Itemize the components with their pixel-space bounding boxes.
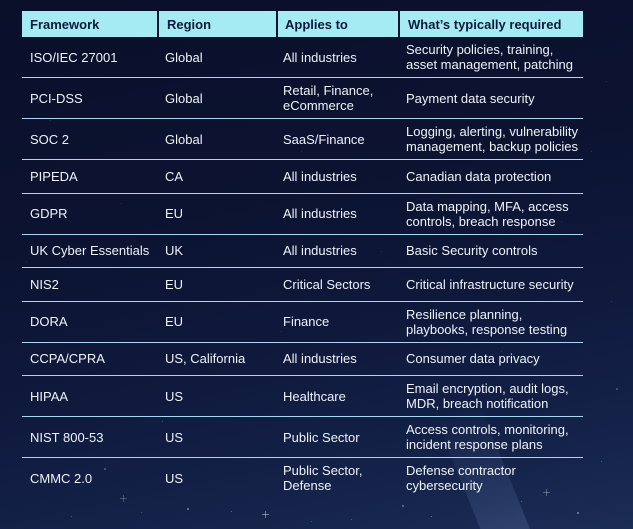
applies-to-cell: All industries: [283, 243, 357, 259]
compliance-frameworks-table: Framework Region Applies to What’s typic…: [22, 11, 583, 498]
table-row: NIST 800-53 US Public Sector Access cont…: [22, 417, 583, 458]
region-cell: US, California: [165, 351, 246, 367]
table-row: PIPEDA CA All industries Canadian data p…: [22, 160, 583, 194]
framework-cell: SOC 2: [30, 131, 70, 147]
region-cell: Global: [165, 49, 203, 65]
region-cell: US: [165, 470, 184, 486]
region-cell: Global: [165, 90, 203, 106]
region-cell: UK: [165, 243, 184, 259]
table-header-row: Framework Region Applies to What’s typic…: [22, 11, 583, 37]
framework-cell: PCI-DSS: [30, 90, 83, 106]
region-cell: EU: [165, 206, 184, 221]
table-row: CCPA/CPRA US, California All industries …: [22, 343, 583, 376]
applies-to-cell: Public Sector, Defense: [283, 463, 363, 493]
table-row: NIS2 EU Critical Sectors Critical infras…: [22, 268, 583, 302]
table-row: HIPAA US Healthcare Email encryption, au…: [22, 376, 583, 417]
applies-to-cell: Critical Sectors: [283, 276, 371, 292]
table-row: UK Cyber Essentials UK All industries Ba…: [22, 235, 583, 268]
table-row: GDPR EU All industries Data mapping, MFA…: [22, 194, 583, 235]
required-cell: Canadian data protection: [406, 168, 552, 184]
required-cell: Access controls, monitoring, incident re…: [406, 422, 569, 452]
applies-to-cell: Healthcare: [283, 388, 346, 404]
applies-to-cell: Public Sector: [283, 429, 360, 445]
required-cell: Payment data security: [406, 90, 535, 106]
framework-cell: GDPR: [30, 206, 68, 221]
column-header-applies-to: Applies to: [276, 11, 398, 37]
table-row: ISO/IEC 27001 Global All industries Secu…: [22, 37, 583, 78]
table-row: CMMC 2.0 US Public Sector, Defense Defen…: [22, 458, 583, 498]
table-row: DORA EU Finance Resilience planning, pla…: [22, 302, 583, 343]
required-cell: Email encryption, audit logs, MDR, breac…: [406, 381, 569, 411]
star-glint-icon: [120, 495, 127, 502]
region-cell: EU: [165, 314, 184, 329]
framework-cell: NIST 800-53: [30, 429, 104, 445]
applies-to-cell: All industries: [283, 49, 357, 65]
applies-to-cell: Finance: [283, 314, 330, 329]
applies-to-cell: All industries: [283, 351, 357, 367]
required-cell: Logging, alerting, vulnerability managem…: [406, 124, 578, 154]
applies-to-cell: SaaS/Finance: [283, 131, 365, 147]
required-cell: Critical infrastructure security: [406, 276, 574, 292]
column-header-region: Region: [157, 11, 276, 37]
framework-cell: DORA: [30, 314, 68, 329]
framework-cell: CMMC 2.0: [30, 470, 93, 486]
framework-cell: HIPAA: [30, 388, 69, 404]
framework-cell: ISO/IEC 27001: [30, 49, 118, 65]
column-header-framework: Framework: [30, 16, 100, 32]
star-glint-icon: [543, 489, 550, 496]
framework-cell: NIS2: [30, 276, 59, 292]
applies-to-cell: All industries: [283, 206, 357, 221]
region-cell: US: [165, 388, 184, 404]
star-glint-icon: [262, 511, 269, 518]
framework-cell: PIPEDA: [30, 168, 78, 184]
applies-to-cell: Retail, Finance, eCommerce: [283, 83, 374, 113]
required-cell: Basic Security controls: [406, 243, 538, 259]
required-cell: Security policies, training, asset manag…: [406, 42, 573, 72]
column-header-required: What’s typically required: [398, 11, 583, 37]
region-cell: CA: [165, 168, 184, 184]
starfield-decoration-large: [0, 0, 2, 2]
region-cell: EU: [165, 276, 184, 292]
region-cell: Global: [165, 131, 203, 147]
required-cell: Consumer data privacy: [406, 351, 540, 367]
applies-to-cell: All industries: [283, 168, 357, 184]
table-row: SOC 2 Global SaaS/Finance Logging, alert…: [22, 119, 583, 160]
framework-cell: CCPA/CPRA: [30, 351, 105, 367]
required-cell: Data mapping, MFA, access controls, brea…: [406, 198, 569, 229]
region-cell: US: [165, 429, 184, 445]
table-row: PCI-DSS Global Retail, Finance, eCommerc…: [22, 78, 583, 119]
required-cell: Defense contractor cybersecurity: [406, 463, 516, 493]
required-cell: Resilience planning, playbooks, response…: [406, 306, 568, 337]
framework-cell: UK Cyber Essentials: [30, 243, 150, 259]
